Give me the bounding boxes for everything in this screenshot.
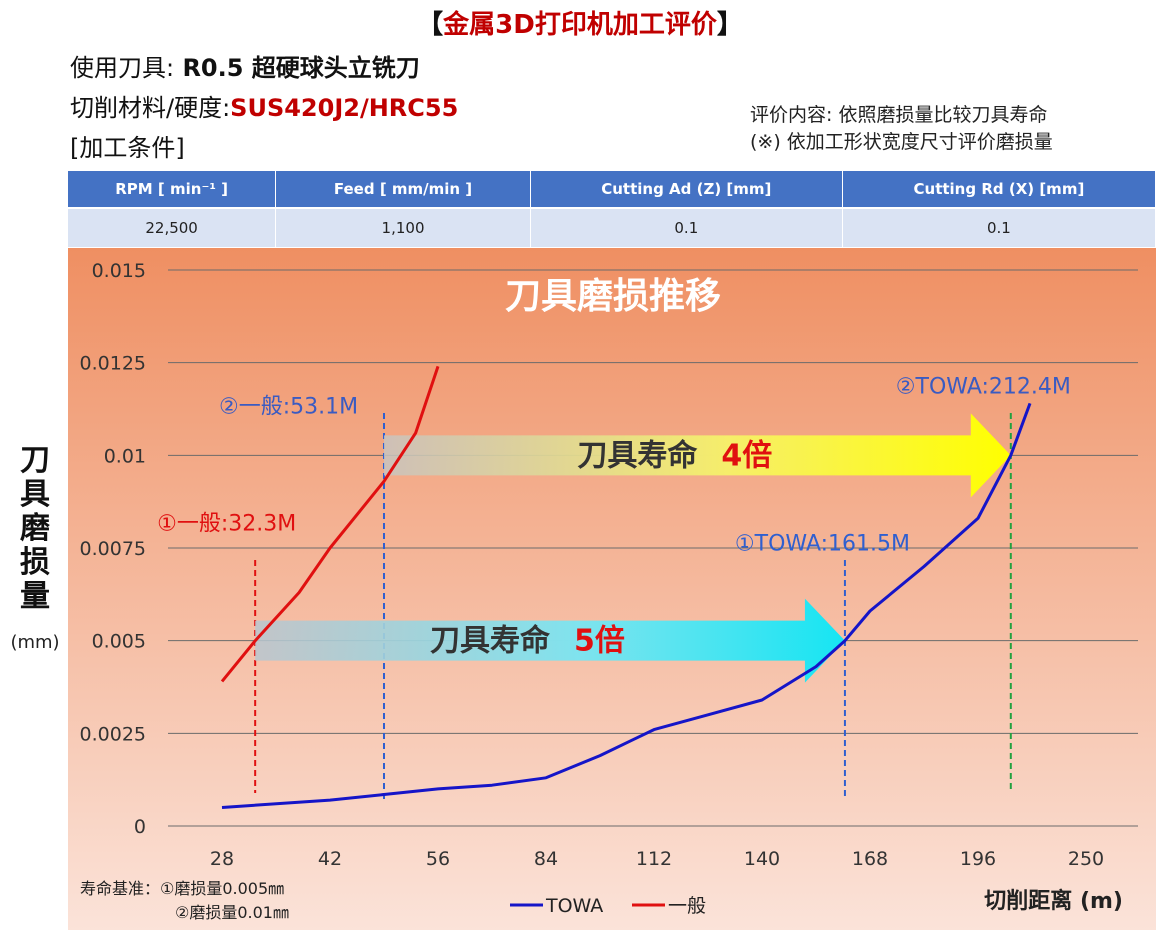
x-tick-label: 250 xyxy=(1068,848,1104,870)
legend-label-towa: TOWA xyxy=(545,895,603,917)
conditions-label: [加工条件] xyxy=(70,134,185,162)
x-tick-label: 56 xyxy=(426,848,450,870)
title-close-bracket: 】 xyxy=(716,10,743,40)
criteria-line-1: 寿命基准：①磨损量0.005㎜ xyxy=(80,879,284,898)
y-axis-label-char: 量 xyxy=(20,579,50,614)
page-title: 【金属3D打印机加工评价】 xyxy=(0,4,1160,41)
legend-label-general: 一般 xyxy=(668,895,706,917)
x-tick-label: 196 xyxy=(960,848,996,870)
annotation-label: ②TOWA:212.4M xyxy=(896,374,1071,399)
y-axis-unit: (mm) xyxy=(10,632,59,653)
life-arrow-4x xyxy=(384,413,1011,498)
tool-line: 使用刀具: R0.5 超硬球头立铣刀 xyxy=(70,48,420,83)
y-tick-label: 0.0025 xyxy=(80,723,146,745)
value-feed: 1,100 xyxy=(275,207,531,247)
header-cutting-rd: Cutting Rd (X) [mm] xyxy=(842,171,1157,208)
value-cutting-rd: 0.1 xyxy=(842,207,1157,247)
title-text: 金属3D打印机加工评价 xyxy=(443,10,717,40)
tool-value: R0.5 超硬球头立铣刀 xyxy=(174,54,420,82)
y-axis-label-char: 磨 xyxy=(20,511,50,546)
y-axis-label: 刀具磨损量 xyxy=(20,443,50,614)
life-arrow-5x xyxy=(255,598,845,683)
life-arrow-4x-factor: 4倍 xyxy=(721,438,772,473)
life-arrow-5x-label: 刀具寿命 xyxy=(430,624,551,659)
header-rpm: RPM [ min⁻¹ ] xyxy=(68,171,277,208)
header-feed: Feed [ mm/min ] xyxy=(275,171,531,208)
value-cutting-ad: 0.1 xyxy=(530,207,843,247)
annotation-label: ①TOWA:161.5M xyxy=(735,532,910,557)
tool-label: 使用刀具: xyxy=(70,54,175,82)
evaluation-note-1: 评价内容: 依照磨损量比较刀具寿命 xyxy=(750,104,1048,126)
chart-background xyxy=(68,248,1156,930)
material-label: 切削材料/硬度: xyxy=(70,94,231,122)
x-tick-label: 112 xyxy=(636,848,672,870)
x-axis-label: 切削距离 (m) xyxy=(984,888,1123,914)
x-tick-label: 42 xyxy=(318,848,342,870)
x-tick-label: 28 xyxy=(210,848,234,870)
conditions-value-row: 22,500 1,100 0.1 0.1 xyxy=(68,207,1157,247)
y-tick-label: 0.0125 xyxy=(80,353,146,375)
life-arrow-4x-label: 刀具寿命 xyxy=(577,438,698,473)
conditions-table: RPM [ min⁻¹ ] Feed [ mm/min ] Cutting Ad… xyxy=(68,171,1157,247)
conditions-header-row: RPM [ min⁻¹ ] Feed [ mm/min ] Cutting Ad… xyxy=(68,171,1157,208)
y-tick-label: 0.0075 xyxy=(80,538,146,560)
header-cutting-ad: Cutting Ad (Z) [mm] xyxy=(530,171,843,208)
y-tick-label: 0.01 xyxy=(104,445,146,467)
value-rpm: 22,500 xyxy=(68,207,277,247)
x-tick-label: 168 xyxy=(852,848,888,870)
chart-area: 0 0.0025 0.005 0.0075 0.01 0.0125 0.015 28 42 56 8… xyxy=(68,248,1156,930)
y-axis-label-char: 刀 xyxy=(20,443,50,478)
annotation-label: ②一般:53.1M xyxy=(219,394,358,419)
life-arrow-5x-factor: 5倍 xyxy=(574,624,625,659)
title-open-bracket: 【 xyxy=(417,10,444,40)
y-axis-label-svg: 刀具磨损量 (mm) xyxy=(10,443,59,653)
annotation-label: ①一般:32.3M xyxy=(157,512,296,537)
y-tick-label: 0.005 xyxy=(92,631,146,653)
wear-chart: 0 0.0025 0.005 0.0075 0.01 0.0125 0.015 28 42 56 8… xyxy=(68,248,1156,930)
material-line: 切削材料/硬度:SUS420J2/HRC55 xyxy=(70,88,458,123)
y-tick-label: 0 xyxy=(134,816,146,838)
criteria-line-2: ②磨损量0.01㎜ xyxy=(175,903,289,922)
chart-title: 刀具磨损推移 xyxy=(505,276,721,317)
x-tick-label: 140 xyxy=(744,848,780,870)
evaluation-note-2: (※) 依加工形状宽度尺寸评价磨损量 xyxy=(750,131,1053,153)
x-tick-label: 84 xyxy=(534,848,558,870)
y-tick-label: 0.015 xyxy=(92,260,146,282)
y-axis-label-char: 具 xyxy=(20,477,50,512)
material-value: SUS420J2/HRC55 xyxy=(230,94,459,122)
y-axis-label-char: 损 xyxy=(20,545,50,580)
